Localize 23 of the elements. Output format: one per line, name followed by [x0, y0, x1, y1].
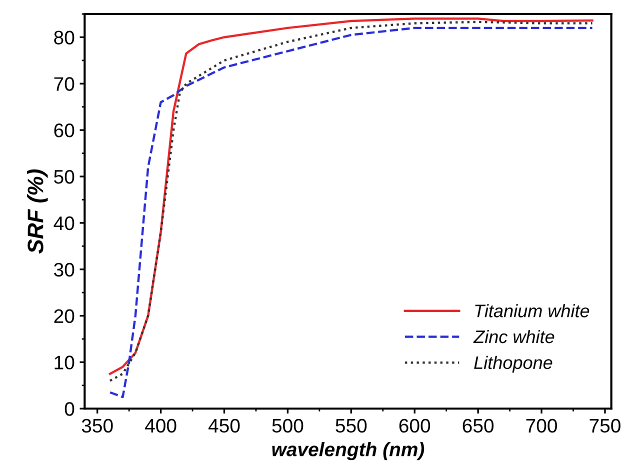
x-tick-label: 450	[208, 418, 240, 433]
y-tick-label: 80	[54, 30, 74, 44]
y-tick-label: 20	[54, 309, 74, 324]
y-tick-label: 40	[54, 216, 74, 230]
legend-label: Zinc white	[473, 330, 554, 344]
legend-label: Lithopone	[474, 356, 552, 373]
y-tick-label: 50	[54, 170, 74, 184]
x-tick-label: 650	[462, 418, 494, 433]
y-tick-label: 30	[54, 262, 74, 277]
y-axis-title: SRF (%)	[27, 169, 48, 254]
x-tick-label: 550	[336, 418, 367, 433]
x-tick-label: 350	[82, 418, 113, 433]
x-tick-label: 750	[590, 418, 620, 433]
y-tick-label: 10	[54, 356, 74, 370]
y-tick-label: 0	[64, 402, 74, 416]
y-tick-label: 70	[54, 77, 74, 91]
legend-label: Titanium white	[475, 304, 590, 318]
x-tick-label: 500	[272, 418, 304, 433]
x-tick-label: 600	[399, 418, 430, 433]
y-tick-label: 60	[54, 124, 74, 138]
x-tick-label: 700	[526, 418, 557, 433]
x-axis-title: wavelength (nm)	[272, 442, 424, 460]
x-tick-label: 400	[145, 418, 176, 433]
